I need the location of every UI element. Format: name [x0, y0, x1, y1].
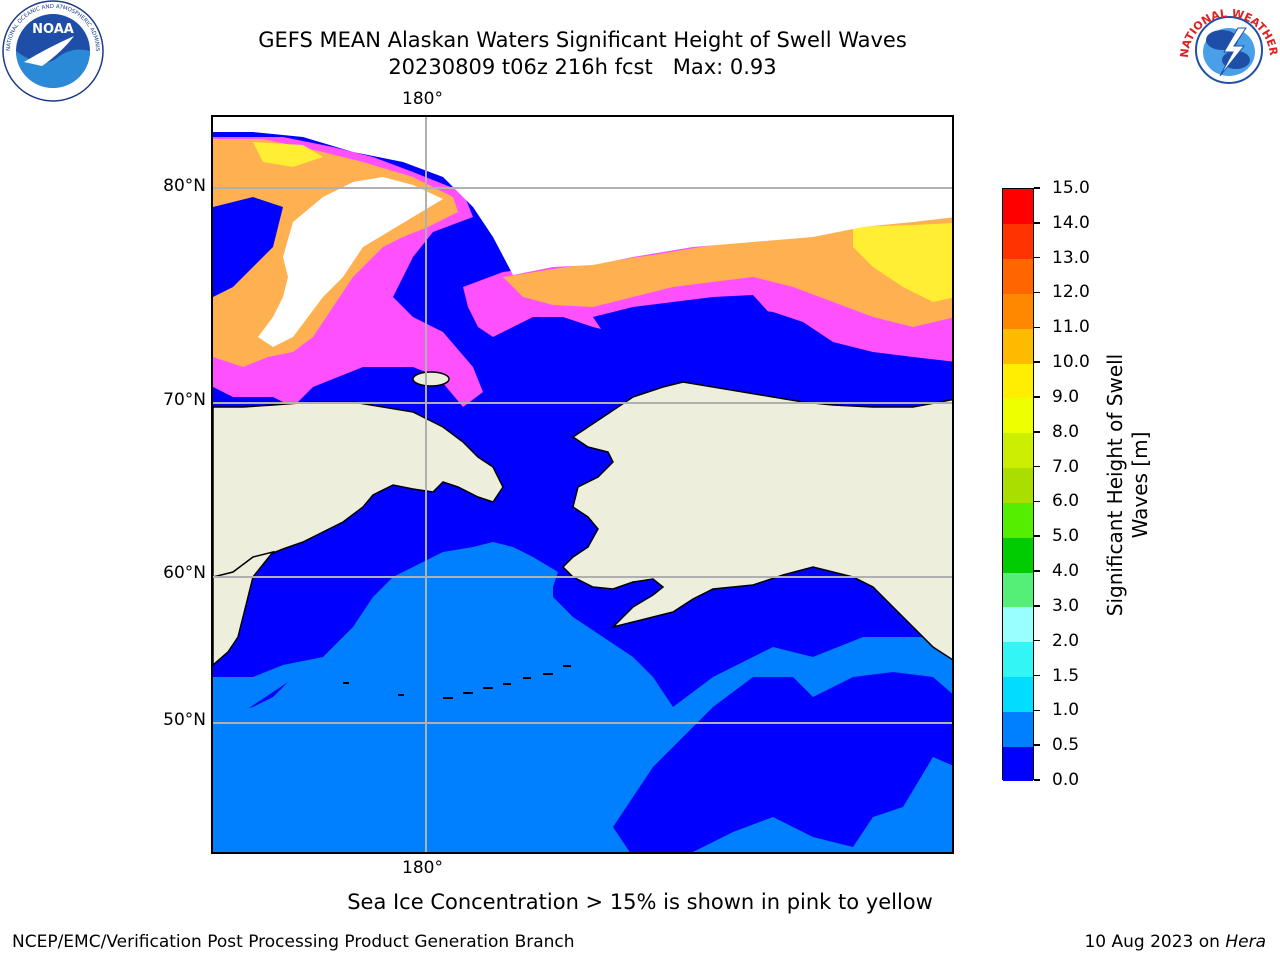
colorbar-tick [1034, 465, 1040, 468]
colorbar-tick [1034, 187, 1040, 189]
colorbar-tick-label: 4.0 [1052, 561, 1080, 582]
lat-label-50n: 50°N [163, 710, 206, 730]
colorbar-tick-label: 13.0 [1052, 247, 1090, 268]
colorbar-tick [1034, 639, 1040, 642]
noaa-logo: NOAA NATIONAL OCEANIC AND ATMOSPHERIC AD… [0, 0, 104, 102]
sea-ice-orange-east [503, 217, 952, 327]
sea-ice-yellow-north [253, 142, 323, 167]
colorbar-tick [1034, 291, 1040, 294]
colorbar-tick-label: 7.0 [1052, 456, 1080, 477]
chart-title: GEFS MEAN Alaskan Waters Significant Hei… [258, 28, 907, 52]
colorbar-segment [1003, 223, 1033, 260]
aleutian-islands [343, 665, 571, 699]
colorbar-tick-label: 1.0 [1052, 700, 1080, 721]
nws-logo: NATIONAL WEATHER SERVICE [1174, 0, 1280, 100]
lon-label-bottom: 180° [402, 858, 443, 878]
colorbar-segment [1003, 328, 1033, 364]
no-data-region [258, 177, 443, 347]
colorbar-segment [1003, 189, 1033, 225]
map-panel [211, 115, 954, 854]
open-water-ice-gap [213, 197, 283, 297]
colorbar-title-line1: Significant Height of Swell [1103, 353, 1127, 617]
colorbar-tick [1034, 674, 1040, 677]
graticule [213, 117, 952, 852]
colorbar-tick-label: 6.0 [1052, 491, 1080, 512]
colorbar-title-line2: Waves [m] [1128, 431, 1152, 539]
lon-label-top: 180° [402, 89, 443, 109]
colorbar-segment [1003, 746, 1033, 782]
colorbar-tick-label: 14.0 [1052, 212, 1090, 233]
colorbar-segment [1003, 711, 1033, 747]
colorbar-tick-label: 0.5 [1052, 735, 1080, 756]
colorbar-tick [1034, 326, 1040, 329]
colorbar-tick-label: 10.0 [1052, 352, 1090, 373]
colorbar-tick [1034, 431, 1040, 433]
footer-credit: NCEP/EMC/Verification Post Processing Pr… [12, 932, 575, 952]
colorbar-tick-label: 2.0 [1052, 630, 1080, 651]
land-kamchatka [213, 550, 275, 666]
colorbar-segment [1003, 397, 1033, 434]
sea-ice-yellow-east [853, 223, 952, 302]
colorbar-tick [1034, 222, 1040, 224]
sea-ice-note: Sea Ice Concentration > 15% is shown in … [0, 890, 1280, 914]
colorbar-segment [1003, 502, 1033, 538]
colorbar-tick [1034, 709, 1040, 712]
colorbar-tick-label: 12.0 [1052, 282, 1090, 303]
colorbar-segment [1003, 537, 1033, 573]
colorbar-segment [1003, 676, 1033, 712]
colorbar-tick-label: 9.0 [1052, 386, 1080, 407]
colorbar-tick [1034, 361, 1040, 363]
lat-label-80n: 80°N [163, 176, 206, 196]
colorbar-tick [1034, 605, 1040, 607]
colorbar-tick-label: 0.0 [1052, 770, 1080, 790]
colorbar-tick-label: 8.0 [1052, 421, 1080, 442]
colorbar-segment [1003, 363, 1033, 399]
colorbar-tick [1034, 570, 1040, 572]
map-canvas [213, 117, 952, 852]
land-wrangel-island [412, 371, 450, 387]
colorbar-segment [1003, 572, 1033, 608]
colorbar-segment [1003, 606, 1033, 643]
no-data-top [213, 117, 952, 275]
ocean-mid-patch [213, 657, 323, 717]
colorbar [1002, 188, 1034, 782]
lat-label-60n: 60°N [163, 563, 206, 583]
footer-host: Hera [1225, 932, 1266, 952]
colorbar-tick-label: 11.0 [1052, 317, 1090, 338]
colorbar-tick [1034, 779, 1040, 781]
colorbar-tick-label: 15.0 [1052, 178, 1090, 198]
ocean-mid-region [213, 542, 952, 852]
colorbar-tick [1034, 396, 1040, 398]
lat-label-70n: 70°N [163, 390, 206, 410]
colorbar-tick-label: 3.0 [1052, 595, 1080, 616]
sea-ice-note-text: Sea Ice Concentration > 15% is shown in … [347, 890, 933, 914]
colorbar-segment [1003, 258, 1033, 294]
open-water-ice-gap-2 [593, 295, 773, 357]
footer-date: 10 Aug 2023 on Hera [1084, 932, 1266, 952]
colorbar-tick [1034, 256, 1040, 259]
colorbar-segment [1003, 293, 1033, 329]
colorbar-segment [1003, 467, 1033, 503]
chart-subtitle: 20230809 t06z 216h fcst Max: 0.93 [388, 55, 777, 79]
colorbar-tick-label: 1.5 [1052, 665, 1080, 686]
colorbar-title: Significant Height of Swell Waves [m] [1098, 330, 1158, 640]
colorbar-segment [1003, 641, 1033, 678]
colorbar-tick [1034, 744, 1040, 746]
colorbar-tick [1034, 500, 1040, 503]
colorbar-segment [1003, 432, 1033, 469]
colorbar-tick [1034, 535, 1040, 537]
colorbar-tick-label: 5.0 [1052, 526, 1080, 547]
svg-text:NOAA: NOAA [32, 22, 74, 37]
footer-date-text: 10 Aug 2023 on [1084, 932, 1226, 952]
